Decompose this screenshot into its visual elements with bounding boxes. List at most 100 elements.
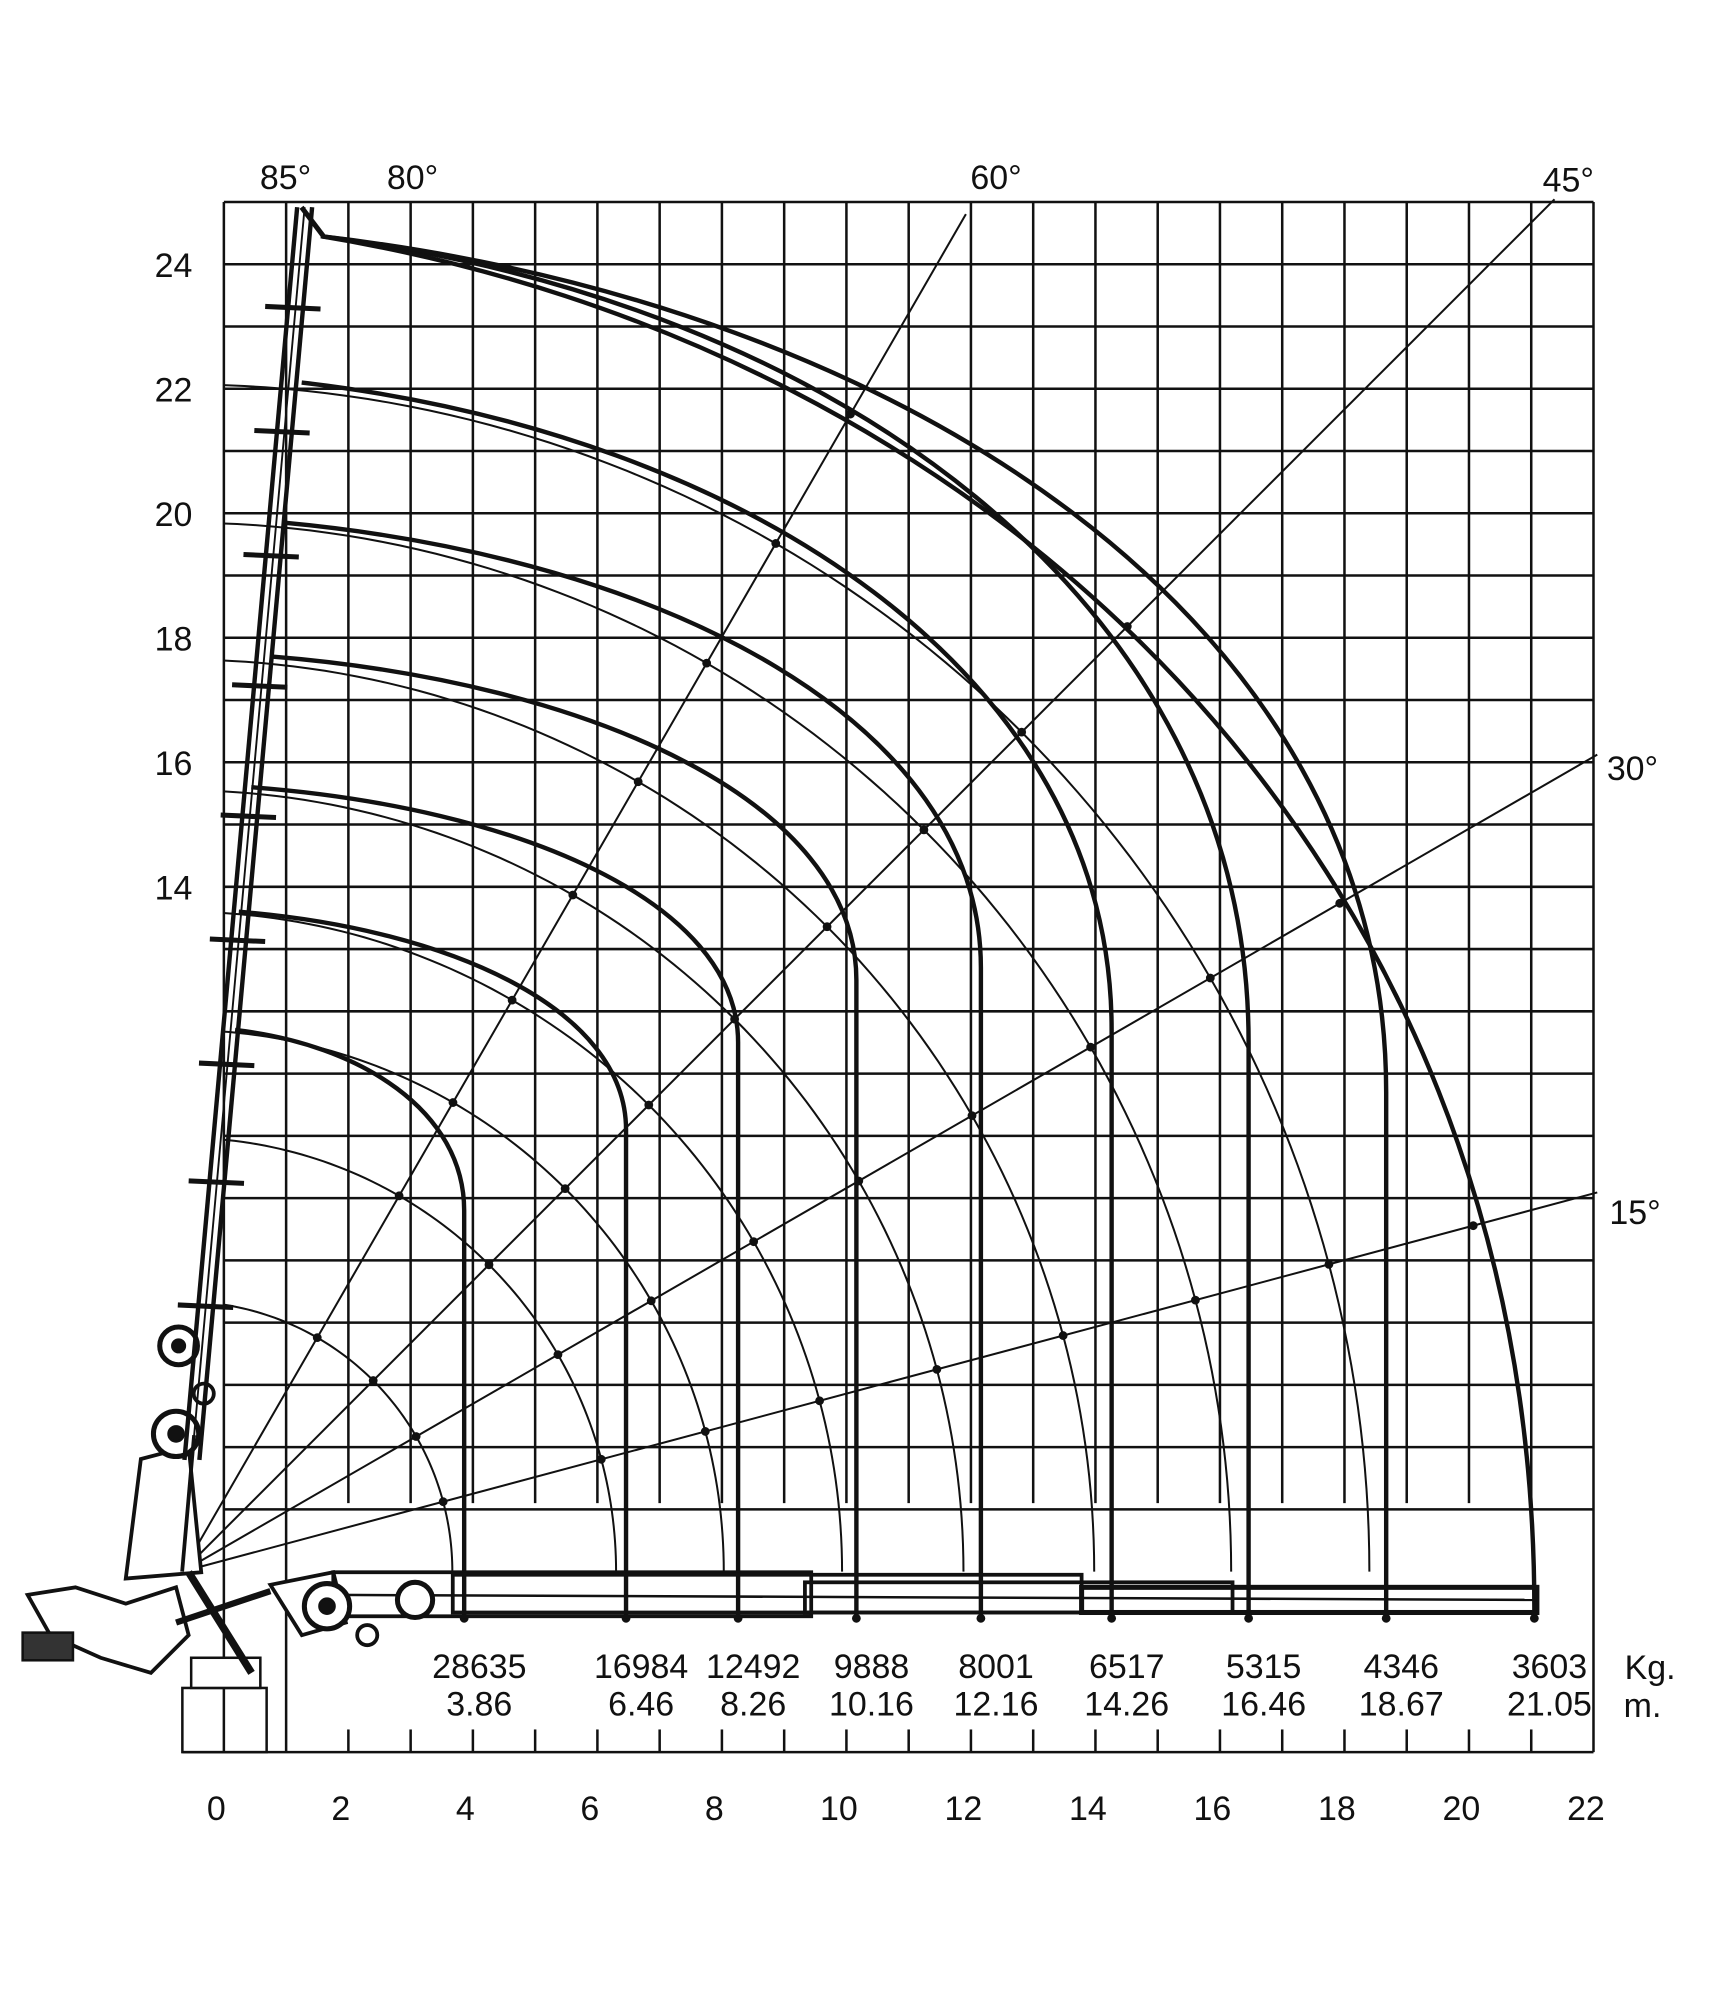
boom-section-collar [188, 1178, 245, 1186]
angle-label-60: 60° [970, 159, 1021, 197]
angle-label-80: 80° [387, 159, 438, 197]
arc-dot [771, 539, 781, 548]
boom-base [180, 1435, 196, 1572]
arc-dot [1191, 1295, 1200, 1305]
load-curve [251, 785, 741, 1619]
arc-dot [507, 995, 517, 1005]
arc-dot [1017, 727, 1027, 737]
angle-label-15: 15° [1609, 1194, 1660, 1232]
arc-dot [967, 1111, 977, 1120]
crane-illustration [21, 1324, 1540, 1754]
x-tick-label: 20 [1443, 1790, 1481, 1828]
load-curve [282, 520, 984, 1619]
load-point [1244, 1613, 1253, 1623]
arc-dot [596, 1454, 606, 1464]
load-curve [320, 234, 1537, 1619]
load-kg-label: 9888 [834, 1648, 910, 1686]
boom-section-collar [243, 552, 299, 560]
arc-dot [553, 1350, 563, 1360]
arc-dot [646, 1296, 656, 1306]
load-curve [238, 909, 629, 1619]
arc-dot [1205, 973, 1215, 983]
arc-dot [730, 1014, 740, 1024]
arc-dot [1122, 622, 1132, 631]
angle-label-45: 45° [1543, 161, 1594, 199]
load-radius-label: 16.46 [1221, 1686, 1306, 1724]
x-tick-label: 14 [1069, 1790, 1107, 1828]
x-tick-label: 0 [207, 1790, 226, 1828]
x-tick-label: 2 [331, 1790, 350, 1828]
load-unit-label: Kg. [1625, 1649, 1676, 1687]
arc-dot [1324, 1259, 1334, 1269]
arc-dot [438, 1497, 448, 1507]
load-curve [301, 380, 1114, 1619]
load-kg-label: 4346 [1364, 1648, 1440, 1686]
boom-line [182, 207, 300, 1461]
arc-dot [854, 1176, 864, 1186]
arc-dot [411, 1432, 421, 1441]
y-tick-label: 22 [155, 371, 193, 409]
load-radius-label: 18.67 [1359, 1686, 1444, 1724]
load-point [976, 1613, 986, 1623]
load-point [1529, 1613, 1539, 1623]
arc-dot [568, 890, 578, 900]
load-kg-label: 28635 [432, 1648, 526, 1686]
boom-line [197, 207, 315, 1461]
boom-tip [299, 205, 326, 238]
boom-section-collar [254, 427, 310, 436]
load-point [1381, 1613, 1391, 1623]
angle-label-30: 30° [1607, 750, 1658, 788]
boom-line [190, 207, 306, 1461]
x-tick-label: 8 [705, 1790, 724, 1828]
boom-section-collar [231, 682, 288, 690]
y-tick-label: 14 [155, 869, 193, 907]
arc-dot [1058, 1331, 1068, 1340]
load-radius-label: 12.16 [954, 1686, 1039, 1724]
load-kg-label: 8001 [958, 1648, 1034, 1686]
load-curve [320, 234, 1389, 1619]
arc-dot [644, 1100, 654, 1110]
load-kg-label: 5315 [1226, 1648, 1302, 1686]
arc-dot [368, 1376, 378, 1385]
radius-unit-label: m. [1624, 1687, 1662, 1725]
arc-dot [312, 1333, 322, 1343]
boom-section-collar [177, 1302, 234, 1310]
load-radius-label: 8.26 [720, 1686, 786, 1724]
y-tick-label: 20 [155, 496, 193, 534]
load-kg-label: 16984 [594, 1648, 688, 1686]
angle-line-45 [181, 198, 1556, 1573]
arc-dot [919, 825, 929, 835]
load-radius-label: 6.46 [608, 1686, 674, 1724]
x-tick-label: 6 [580, 1790, 599, 1828]
x-tick-label: 4 [456, 1790, 475, 1828]
load-radius-label: 21.05 [1507, 1686, 1592, 1724]
load-radius-label: 10.16 [829, 1686, 914, 1724]
arc-dot [1335, 898, 1345, 908]
load-curves [234, 234, 1539, 1623]
load-curve [320, 234, 1251, 1619]
boom-section-collar [265, 303, 321, 312]
arc-dot [633, 777, 643, 787]
angle-label-85: 85° [260, 159, 311, 197]
load-kg-label: 6517 [1089, 1648, 1165, 1686]
load-point [851, 1613, 861, 1623]
arc-dot [1468, 1221, 1478, 1231]
load-kg-label: 3603 [1512, 1648, 1588, 1686]
x-tick-label: 10 [820, 1790, 858, 1828]
boom-section-collar [209, 936, 266, 945]
angle-line-15 [181, 1191, 1598, 1573]
arc-dot [702, 658, 712, 668]
arc-dot [815, 1396, 824, 1406]
y-tick-label: 16 [155, 745, 193, 783]
x-tick-label: 18 [1318, 1790, 1356, 1828]
arc-dot [394, 1191, 404, 1201]
load-radius-label: 14.26 [1084, 1686, 1169, 1724]
y-tick-label: 18 [155, 620, 193, 658]
load-radius-label: 3.86 [446, 1686, 512, 1724]
load-curve [270, 654, 859, 1619]
wheel-icon [355, 1623, 380, 1648]
arc-dot [932, 1364, 942, 1374]
arc-dot [1086, 1042, 1096, 1052]
outrigger-pad [21, 1631, 75, 1662]
